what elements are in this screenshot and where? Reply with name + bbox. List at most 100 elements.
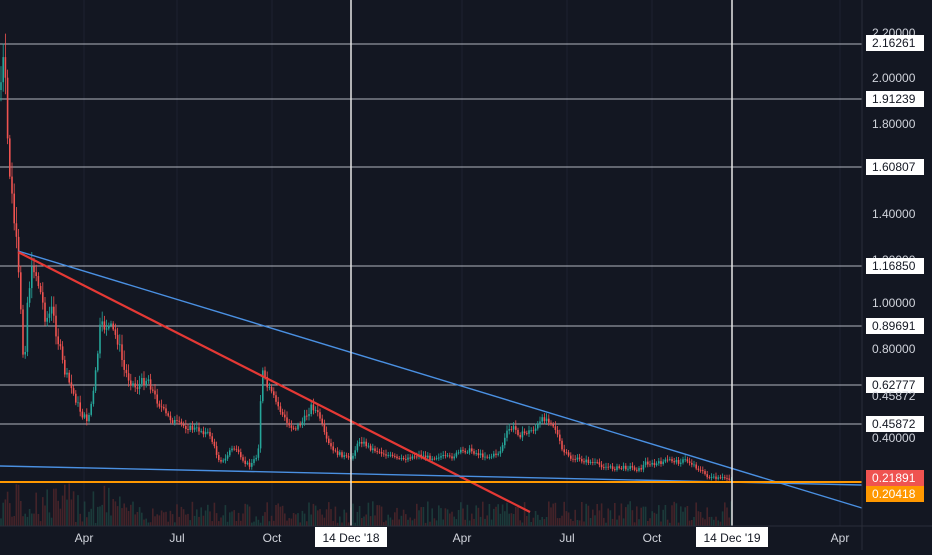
candle-body	[400, 458, 403, 459]
volume-bar	[253, 521, 255, 526]
volume-bar	[697, 511, 700, 526]
level-badge[interactable]: 0.89691	[866, 318, 924, 334]
candle-body	[365, 441, 367, 447]
candle-body	[537, 424, 539, 429]
price-axis[interactable]: 2.20000 2.00000 1.80000 1.40000 1.20000 …	[872, 26, 916, 445]
x-tick-label: Apr	[831, 531, 850, 545]
volume-bar	[570, 518, 572, 526]
volume-bar	[319, 509, 321, 526]
volume-bar	[702, 517, 704, 526]
candle-body	[79, 402, 81, 412]
volume-bar	[655, 513, 658, 526]
volume-bar	[59, 508, 62, 526]
current-price-badge[interactable]: 0.21891	[866, 470, 924, 486]
date-badge-dec-19[interactable]: 14 Dec '19	[696, 527, 768, 547]
candle-body	[198, 427, 200, 432]
volume-bar	[545, 517, 548, 526]
level-badge[interactable]: 0.62777	[866, 377, 924, 393]
volume-bar	[240, 520, 242, 526]
volume-bar	[424, 522, 427, 526]
candle-body	[321, 418, 323, 424]
candle-body	[141, 378, 143, 384]
candle-body	[394, 456, 396, 457]
time-axis[interactable]: Apr Jul Oct Apr Jul Oct Apr	[75, 531, 850, 545]
level-badge[interactable]: 2.16261	[866, 35, 924, 51]
volume-bar	[598, 510, 601, 526]
volume-bar	[48, 512, 51, 526]
trendline-blue-resistance[interactable]	[17, 250, 863, 509]
volume-bar	[473, 518, 475, 526]
candle-body	[515, 426, 517, 430]
candle-body	[237, 449, 240, 453]
svg-text:14 Dec '18: 14 Dec '18	[323, 531, 380, 545]
trendline-red[interactable]	[17, 251, 531, 513]
volume-bar	[347, 522, 350, 526]
volume-bar	[521, 522, 524, 526]
volume-bar	[220, 517, 222, 526]
candle-body	[512, 426, 515, 430]
volume-bar	[528, 511, 530, 526]
volume-bar	[407, 519, 409, 526]
x-tick-label: Jul	[169, 531, 184, 545]
candle-body	[185, 426, 187, 429]
volume-bar	[229, 512, 231, 526]
volume-bar	[358, 506, 361, 526]
horizontal-levels[interactable]	[0, 43, 862, 425]
candle-body	[559, 434, 561, 441]
candle-body	[433, 458, 436, 460]
candle-body	[224, 458, 227, 461]
level-badge[interactable]: 0.45872	[866, 416, 924, 432]
candle-body	[156, 394, 158, 404]
candle-body	[235, 448, 238, 450]
volume-bar	[587, 505, 590, 526]
level-badge[interactable]: 1.60807	[866, 159, 924, 175]
volume-bar	[81, 521, 84, 526]
volume-bar	[609, 510, 612, 526]
candle-body	[574, 459, 576, 460]
volume-bar	[622, 518, 625, 526]
orange-level-badge[interactable]: 0.20418	[866, 486, 924, 502]
volume-bar	[497, 504, 499, 526]
level-badge[interactable]: 1.16850	[866, 258, 924, 274]
volume-bar	[710, 516, 713, 526]
candle-body	[64, 359, 66, 375]
volume-bar	[255, 516, 257, 526]
level-badges[interactable]: 2.16261 1.91239 1.60807 1.16850 0.89691 …	[866, 35, 924, 502]
candle-body	[697, 468, 700, 470]
candle-body	[363, 441, 365, 444]
candle-body	[200, 431, 202, 432]
volume-bar	[367, 502, 370, 526]
candle-body	[246, 462, 249, 464]
volume-bar	[631, 510, 634, 526]
volume-bar	[493, 508, 495, 526]
volume-bar	[413, 518, 416, 526]
candle-body	[248, 462, 251, 467]
candle-body	[548, 418, 550, 423]
volume-bar	[295, 514, 297, 526]
volume-bar	[218, 521, 220, 526]
level-badge[interactable]: 1.91239	[866, 91, 924, 107]
volume-bar	[336, 522, 339, 526]
candle-body	[468, 448, 471, 453]
volume-bar	[108, 487, 110, 526]
volume-bar	[596, 504, 598, 526]
volume-bar	[440, 508, 442, 526]
candle-body	[506, 430, 508, 438]
volume-bar	[215, 513, 218, 526]
svg-text:0.45872: 0.45872	[872, 417, 916, 431]
volume-bar	[669, 522, 671, 526]
volume-bar	[418, 510, 420, 526]
y-tick-label: 2.00000	[872, 71, 916, 85]
volume-bar	[306, 521, 308, 526]
y-tick-label: 1.00000	[872, 296, 916, 310]
candle-body	[543, 417, 546, 422]
candle-body	[288, 422, 290, 426]
volume-bar	[15, 484, 18, 526]
candle-body	[499, 450, 502, 454]
date-badge-dec-18[interactable]: 14 Dec '18	[315, 527, 387, 547]
candle-body	[539, 421, 541, 425]
candle-body	[149, 379, 152, 390]
volume-bar	[292, 513, 295, 526]
